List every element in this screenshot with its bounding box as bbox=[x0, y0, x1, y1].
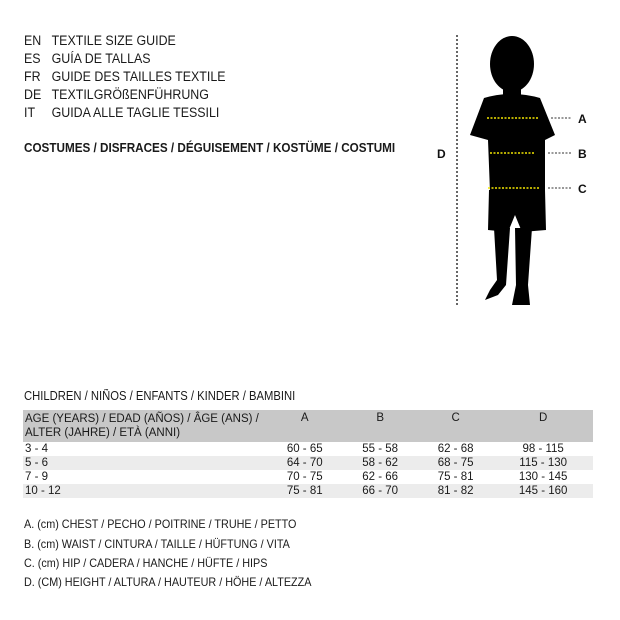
table-row: 5 - 6 64 - 70 58 - 62 68 - 75 115 - 130 bbox=[23, 456, 593, 470]
col-a: A bbox=[267, 410, 343, 442]
legend-c: C. (cm) HIP / CADERA / HANCHE / HÜFTE / … bbox=[24, 556, 268, 570]
label-c: C bbox=[578, 182, 587, 196]
legend-b: B. (cm) WAIST / CINTURA / TAILLE / HÜFTU… bbox=[24, 537, 290, 551]
label-a: A bbox=[578, 112, 587, 126]
col-d: D bbox=[493, 410, 593, 442]
label-b: B bbox=[578, 147, 587, 161]
table-row: 7 - 9 70 - 75 62 - 66 75 - 81 130 - 145 bbox=[25, 471, 568, 483]
title-en: EN TEXTILE SIZE GUIDE bbox=[24, 33, 176, 48]
table-header: AGE (YEARS) / EDAD (AÑOS) / ÂGE (ANS) / A… bbox=[23, 410, 593, 442]
title-de: DE TEXTILGRÖßENFÜHRUNG bbox=[24, 87, 209, 102]
title-fr: FR GUIDE DES TAILLES TEXTILE bbox=[24, 69, 226, 84]
size-table: AGE (YEARS) / EDAD (AÑOS) / ÂGE (ANS) / A… bbox=[23, 410, 593, 498]
legend-a: A. (cm) CHEST / PECHO / POITRINE / TRUHE… bbox=[24, 517, 297, 531]
col-c: C bbox=[417, 410, 494, 442]
age-header: AGE (YEARS) / EDAD (AÑOS) / ÂGE (ANS) / A… bbox=[23, 410, 267, 442]
title-es: ES GUÍA DE TALLAS bbox=[24, 51, 151, 66]
category-heading: COSTUMES / DISFRACES / DÉGUISEMENT / KOS… bbox=[24, 140, 396, 155]
child-silhouette bbox=[470, 36, 555, 305]
table-row: 3 - 4 60 - 65 55 - 58 62 - 68 98 - 115 bbox=[25, 443, 564, 455]
section-heading: CHILDREN / NIÑOS / ENFANTS / KINDER / BA… bbox=[24, 389, 296, 403]
col-b: B bbox=[342, 410, 418, 442]
legend-d: D. (CM) HEIGHT / ALTURA / HAUTEUR / HÖHE… bbox=[24, 575, 312, 589]
title-it: IT GUIDA ALLE TAGLIE TESSILI bbox=[24, 105, 220, 120]
table-row: 10 - 12 75 - 81 66 - 70 81 - 82 145 - 160 bbox=[23, 484, 593, 498]
label-d: D bbox=[437, 147, 446, 161]
measure-marks bbox=[487, 117, 539, 189]
